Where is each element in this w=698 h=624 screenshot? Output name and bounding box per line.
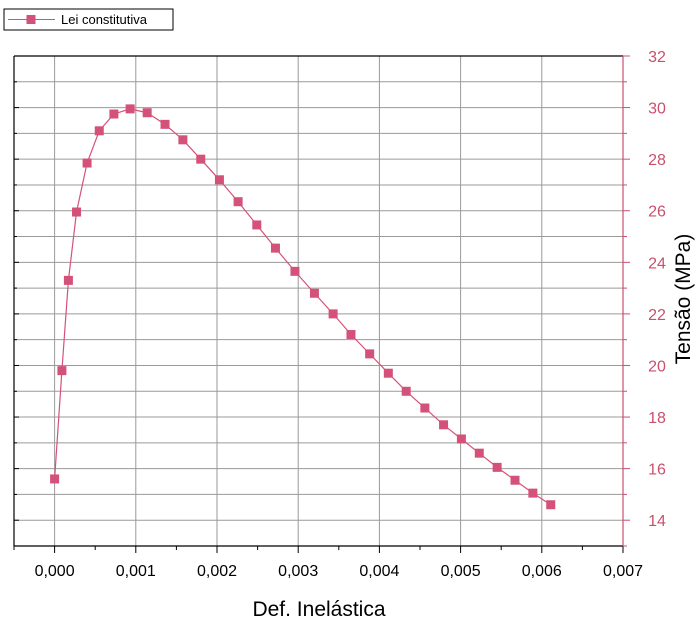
data-point <box>160 119 170 129</box>
x-axis-title: Def. Inelástica <box>252 598 385 621</box>
data-point <box>456 434 466 444</box>
legend: Lei constitutiva <box>3 8 174 31</box>
data-point <box>72 207 82 217</box>
y-tick-label: 22 <box>648 307 666 324</box>
x-tick-label: 0,006 <box>522 563 562 580</box>
data-point <box>252 220 262 230</box>
y-tick-label: 26 <box>648 204 666 221</box>
legend-marker <box>26 15 36 24</box>
data-point <box>290 266 300 276</box>
data-point <box>365 349 375 359</box>
y-tick-label: 24 <box>648 255 666 272</box>
data-point <box>50 474 60 484</box>
grid-lines <box>14 56 623 546</box>
x-tick-label: 0,003 <box>278 563 318 580</box>
data-point <box>57 366 67 376</box>
data-point <box>214 175 224 185</box>
data-point <box>196 154 206 164</box>
axes <box>13 55 624 547</box>
y-tick-label: 30 <box>648 101 666 118</box>
data-point <box>270 243 280 253</box>
x-tick-label: 0,004 <box>359 563 399 580</box>
y-tick-label: 28 <box>648 152 666 169</box>
data-point <box>82 158 92 168</box>
data-point <box>346 330 356 340</box>
y-tick-label: 14 <box>648 513 666 530</box>
data-point <box>492 462 502 472</box>
data-point <box>109 109 119 119</box>
x-tick-label: 0,002 <box>197 563 237 580</box>
data-point <box>233 197 243 207</box>
data-point <box>125 104 135 114</box>
y-axis-title: Tensão (MPa) <box>672 234 695 365</box>
data-point <box>439 420 449 430</box>
data-point <box>63 275 73 285</box>
x-tick-label: 0,001 <box>116 563 156 580</box>
data-point <box>94 126 104 136</box>
data-point <box>420 403 430 413</box>
data-point <box>546 500 556 510</box>
y-tick-label: 20 <box>648 358 666 375</box>
data-point <box>328 309 338 319</box>
series-line <box>54 108 552 506</box>
series-lei-constitutiva <box>50 104 556 510</box>
y-tick-label: 16 <box>648 462 666 479</box>
x-tick-label: 0,000 <box>35 563 75 580</box>
y-tick-label: 32 <box>648 49 666 66</box>
ticks: 0,000 0,001 0,002 0,003 0,004 0,005 0,006 0,007… <box>13 49 666 580</box>
legend-label: Lei constitutiva <box>61 12 148 27</box>
data-point <box>309 288 319 298</box>
legend-box <box>3 8 174 31</box>
x-tick-label: 0,007 <box>603 563 643 580</box>
y-tick-label: 18 <box>648 410 666 427</box>
data-point <box>178 135 188 145</box>
data-point <box>528 488 538 498</box>
data-point <box>401 386 411 396</box>
data-point <box>474 448 484 458</box>
data-point <box>142 108 152 118</box>
x-tick-label: 0,005 <box>441 563 481 580</box>
data-point <box>510 475 520 485</box>
data-point <box>383 368 393 378</box>
